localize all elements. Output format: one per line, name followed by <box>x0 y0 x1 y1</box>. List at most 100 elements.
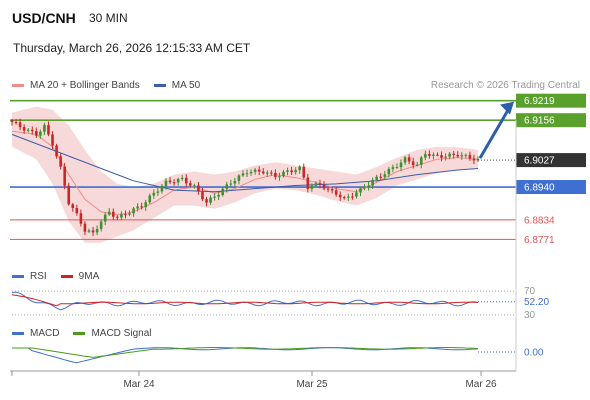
candle-body <box>26 129 30 131</box>
macd-signal-line <box>12 347 479 358</box>
x-tick-label-mar-24: Mar 24 <box>123 379 155 390</box>
candle-body <box>237 175 241 181</box>
candle-body <box>395 167 399 169</box>
candle-body <box>318 183 322 185</box>
candle-body <box>156 191 160 193</box>
rsi-legend: RSI 9MA <box>12 271 99 282</box>
candle-body <box>294 170 297 173</box>
candle-body <box>91 230 95 233</box>
candle-body <box>403 157 407 163</box>
candle-body <box>302 166 306 178</box>
candle-body <box>363 187 366 189</box>
level-label-6.9156: 6.9156 <box>524 116 555 127</box>
rsi-legend-label: RSI <box>30 271 47 282</box>
candle-body <box>444 156 447 158</box>
candle-body <box>347 196 350 198</box>
candle-body <box>367 185 370 188</box>
candle-body <box>22 127 26 131</box>
macd-zero-label: 0.00 <box>524 348 544 359</box>
candle-body <box>140 206 143 208</box>
candle-body <box>168 180 172 183</box>
candle-body <box>209 197 212 203</box>
candle-body <box>144 202 148 208</box>
level-label-6.9219: 6.9219 <box>524 96 555 107</box>
candle-body <box>83 223 87 232</box>
level-tag-6.9219 <box>516 93 586 108</box>
ma50-line <box>11 133 479 193</box>
macd-legend-label: MACD <box>30 328 60 339</box>
candle-body <box>375 176 378 180</box>
candle-body <box>261 171 265 174</box>
candles <box>10 118 480 237</box>
candle-body <box>355 192 358 197</box>
candle-body <box>298 166 302 171</box>
candle-body <box>379 176 383 178</box>
candle-body <box>342 197 346 199</box>
candle-body <box>229 183 233 185</box>
candle-body <box>432 154 435 156</box>
candle-body <box>419 157 423 165</box>
rsi-level-label-30: 30 <box>524 310 536 321</box>
rsi-ma-swatch <box>60 275 73 278</box>
candle-body <box>116 216 119 218</box>
forecast-arrow-head <box>500 101 514 115</box>
candle-body <box>18 122 22 128</box>
candle-body <box>415 164 419 166</box>
candle-body <box>63 166 66 186</box>
x-tick-label-mar-25: Mar 25 <box>296 379 328 390</box>
level-tag-6.8940 <box>516 180 586 195</box>
candle-body <box>310 185 314 189</box>
candle-body <box>59 156 62 167</box>
macd-legend: MACD MACD Signal <box>12 328 151 339</box>
candle-body <box>452 153 455 155</box>
candle-body <box>440 155 443 158</box>
candle-body <box>67 185 71 205</box>
ma50-swatch <box>153 84 166 87</box>
ma20-legend-label: MA 20 + Bollinger Bands <box>30 80 140 91</box>
candle-body <box>245 173 249 175</box>
candle-body <box>407 157 411 162</box>
candle-body <box>221 188 225 195</box>
candle-body <box>79 213 83 224</box>
candle-body <box>160 185 164 192</box>
rsi-swatch <box>12 275 24 278</box>
candle-body <box>436 154 439 156</box>
candle-body <box>290 170 293 173</box>
candle-body <box>14 122 18 124</box>
candle-body <box>87 230 91 232</box>
level-label-6.8834: 6.8834 <box>524 215 555 226</box>
rsi-ma-line <box>11 294 479 307</box>
last-price-label: 6.9027 <box>524 156 555 167</box>
candle-body <box>338 194 342 198</box>
candle-body <box>428 154 431 156</box>
candle-body <box>314 183 318 186</box>
level-tag-6.9156 <box>516 113 586 128</box>
candle-body <box>180 177 184 180</box>
candle-body <box>128 213 131 215</box>
candle-body <box>371 179 374 186</box>
candle-body <box>213 196 216 198</box>
candle-body <box>265 172 269 174</box>
rsi-ma-legend-label: 9MA <box>78 271 100 282</box>
candle-body <box>359 188 362 193</box>
candle-body <box>217 194 220 197</box>
candle-body <box>391 167 395 169</box>
ma50-legend-label: MA 50 <box>171 80 201 91</box>
candle-body <box>460 155 464 157</box>
candle-body <box>411 161 415 166</box>
candle-body <box>456 154 460 157</box>
candle-body <box>107 211 111 215</box>
candle-body <box>472 158 476 161</box>
candle-body <box>334 190 338 195</box>
candle-body <box>103 214 107 222</box>
bollinger-band <box>12 106 478 243</box>
candle-body <box>51 134 54 146</box>
candle-body <box>270 172 273 174</box>
candle-body <box>120 214 123 218</box>
candle-body <box>233 180 237 184</box>
candle-body <box>184 177 188 184</box>
rsi-line <box>11 291 479 311</box>
candle-body <box>99 221 103 229</box>
candle-body <box>205 199 208 203</box>
datetime-label: Thursday, March 26, 2026 12:15:33 AM CET <box>13 41 251 55</box>
